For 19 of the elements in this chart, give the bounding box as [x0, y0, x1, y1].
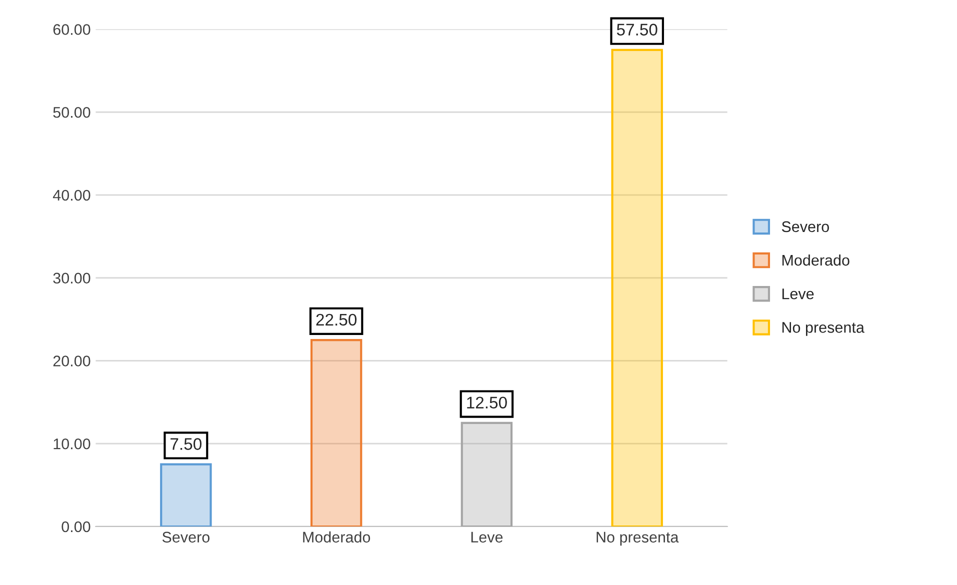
- y-tick-label: 10.00: [54, 438, 90, 450]
- y-tick-label: 30.00: [53, 272, 90, 284]
- data-label: 7.50: [170, 438, 202, 450]
- legend-label: Leve: [782, 288, 814, 300]
- data-label: 57.50: [616, 24, 658, 36]
- legend-label: Moderado: [782, 254, 850, 266]
- y-tick-label: 20.00: [53, 356, 90, 366]
- x-tick-label: Leve: [471, 532, 503, 543]
- x-tick-label: No presenta: [596, 532, 679, 546]
- y-tick-label: 0.00: [62, 521, 90, 532]
- data-label: 22.50: [316, 314, 357, 326]
- y-tick-label: 50.00: [53, 106, 90, 118]
- y-tick-label: 60.00: [53, 24, 90, 35]
- y-tick-label: 40.00: [52, 190, 90, 201]
- x-tick-label: Moderado: [303, 531, 370, 543]
- x-tick-label: Severo: [162, 532, 210, 543]
- data-label: 12.50: [467, 396, 507, 408]
- legend-label: Severo: [782, 221, 829, 232]
- legend-label: No presenta: [782, 322, 864, 336]
